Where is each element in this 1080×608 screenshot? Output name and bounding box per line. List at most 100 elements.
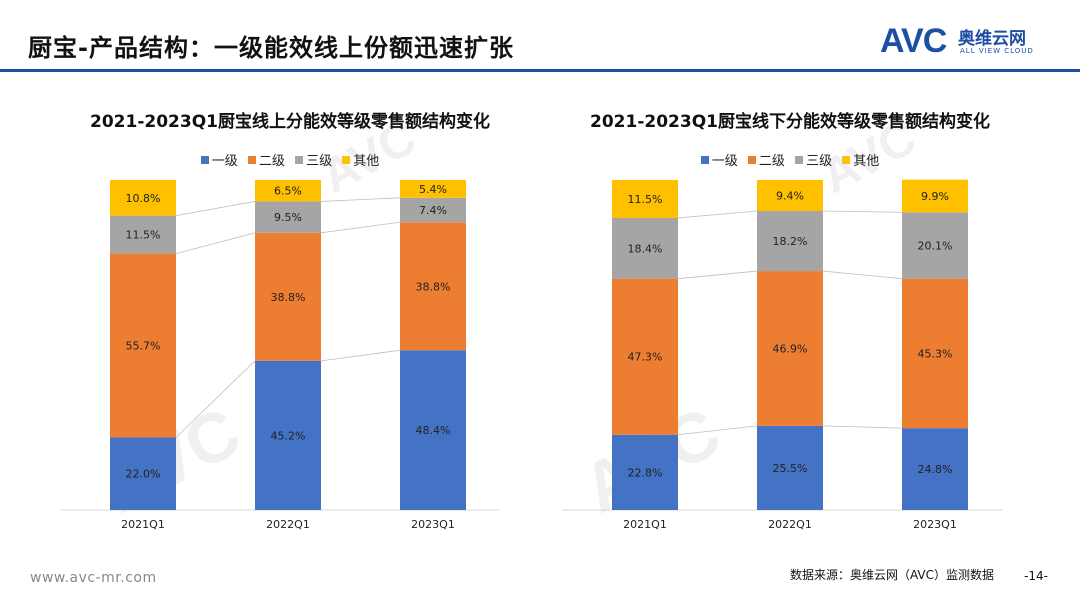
- bar-segment: [110, 215, 176, 254]
- bar-segment: [757, 271, 823, 426]
- connector-line: [822, 210, 903, 213]
- connector-line: [175, 360, 256, 438]
- connector-line: [822, 270, 903, 280]
- chart-title-online: 2021-2023Q1厨宝线上分能效等级零售额结构变化: [90, 112, 490, 132]
- legend-label: 二级: [758, 154, 785, 169]
- bar-segment: [255, 232, 321, 361]
- legend-item: 其他: [842, 150, 879, 169]
- x-tick-label: 2022Q1: [768, 518, 812, 531]
- logo-en-text: ALL VIEW CLOUD: [960, 47, 1034, 55]
- data-label: 48.4%: [416, 424, 451, 437]
- bar-segment: [400, 350, 466, 510]
- bar-segment: [255, 360, 321, 510]
- connector-line: [677, 270, 758, 280]
- header-divider: [0, 69, 1080, 72]
- data-label: 47.3%: [628, 351, 663, 364]
- bar-segment: [902, 212, 968, 279]
- data-label: 18.2%: [773, 235, 808, 248]
- bar-segment: [757, 180, 823, 212]
- x-tick-label: 2022Q1: [266, 518, 310, 531]
- legend-swatch: [342, 156, 351, 164]
- bar-segment: [400, 222, 466, 351]
- connector-line: [320, 197, 401, 202]
- bar-segment: [255, 180, 321, 202]
- data-label: 11.5%: [628, 193, 663, 206]
- legend-item: 三级: [795, 150, 832, 169]
- legend-item: 二级: [747, 150, 785, 169]
- legend-swatch: [747, 156, 756, 164]
- page-title: 厨宝-产品结构：一级能效线上份额迅速扩张: [28, 34, 514, 62]
- bar-segment: [757, 425, 823, 510]
- connector-line: [677, 210, 758, 219]
- legend-swatch: [295, 156, 304, 164]
- bar-segment: [400, 197, 466, 223]
- legend-item: 一级: [700, 150, 738, 169]
- bar-segment: [757, 211, 823, 272]
- page-number: -14-: [1024, 569, 1048, 583]
- logo-mark: AVC: [880, 22, 947, 60]
- data-label: 38.8%: [416, 280, 451, 293]
- data-label: 9.9%: [921, 190, 949, 203]
- data-label: 7.4%: [419, 204, 447, 217]
- data-label: 11.5%: [126, 229, 161, 242]
- data-label: 9.5%: [274, 211, 302, 224]
- data-label: 10.8%: [126, 192, 161, 205]
- data-label: 22.0%: [126, 468, 161, 481]
- data-label: 55.7%: [126, 339, 161, 352]
- chart-title-offline: 2021-2023Q1厨宝线下分能效等级零售额结构变化: [590, 112, 990, 132]
- data-label: 25.5%: [773, 462, 808, 475]
- connector-line: [175, 232, 256, 254]
- bar-segment: [612, 278, 678, 435]
- connector-line: [320, 349, 401, 362]
- stacked-bar-chart-online: 22.0% 55.7% 11.5% 10.8% 2021Q1 45.2% 38.8% 9.5%…: [60, 180, 500, 531]
- bar-segment: [902, 278, 968, 429]
- data-label: 45.3%: [918, 347, 953, 360]
- bar-segment: [110, 180, 176, 216]
- x-tick-label: 2021Q1: [623, 518, 667, 531]
- legend-swatch: [842, 156, 851, 164]
- connector-line: [175, 201, 256, 217]
- legend-item: 一级: [200, 150, 238, 169]
- data-label: 6.5%: [274, 185, 302, 198]
- legend-label: 三级: [806, 154, 833, 169]
- legend-swatch: [700, 156, 709, 164]
- legend-label: 其他: [853, 154, 880, 169]
- legend-label: 其他: [353, 154, 380, 169]
- data-label: 24.8%: [918, 463, 953, 476]
- footer-url: www.avc-mr.com: [30, 570, 157, 586]
- connector-line: [320, 221, 401, 234]
- data-label: 5.4%: [419, 183, 447, 196]
- bar-segment: [612, 217, 678, 279]
- chart-legend-online: 一级 二级 三级 其他: [30, 150, 550, 169]
- chart-legend-offline: 一级 二级 三级 其他: [530, 150, 1050, 169]
- data-label: 45.2%: [271, 429, 306, 442]
- legend-label: 一级: [711, 154, 738, 169]
- legend-swatch: [200, 156, 209, 164]
- legend-label: 二级: [258, 154, 285, 169]
- data-label: 38.8%: [271, 291, 306, 304]
- data-label: 20.1%: [918, 240, 953, 253]
- stacked-bar-chart-offline: 22.8% 47.3% 18.4% 11.5% 2021Q1 25.5% 46.9% 18.2…: [562, 179, 1002, 531]
- data-label: 22.8%: [628, 466, 663, 479]
- bar-segment: [902, 428, 968, 510]
- legend-swatch: [795, 156, 804, 164]
- legend-item: 二级: [247, 150, 285, 169]
- legend-label: 一级: [211, 154, 238, 169]
- footer-source: 数据来源：奥维云网（AVC）监测数据: [789, 568, 994, 582]
- x-tick-label: 2021Q1: [121, 518, 165, 531]
- bar-segment: [110, 437, 176, 510]
- bar-segment: [110, 253, 176, 438]
- legend-label: 三级: [306, 154, 333, 169]
- logo-cn-text: 奥维云网: [958, 29, 1026, 49]
- bar-segment: [612, 434, 678, 510]
- connector-line: [677, 425, 758, 436]
- legend-item: 三级: [295, 150, 332, 169]
- data-label: 46.9%: [773, 342, 808, 355]
- bar-segment: [612, 180, 678, 218]
- connector-line: [822, 425, 903, 429]
- x-tick-label: 2023Q1: [913, 518, 957, 531]
- data-label: 18.4%: [628, 242, 663, 255]
- brand-logo: AVC 奥维云网 ALL VIEW CLOUD: [880, 22, 1050, 62]
- x-tick-label: 2023Q1: [411, 518, 455, 531]
- bar-segment: [902, 179, 968, 213]
